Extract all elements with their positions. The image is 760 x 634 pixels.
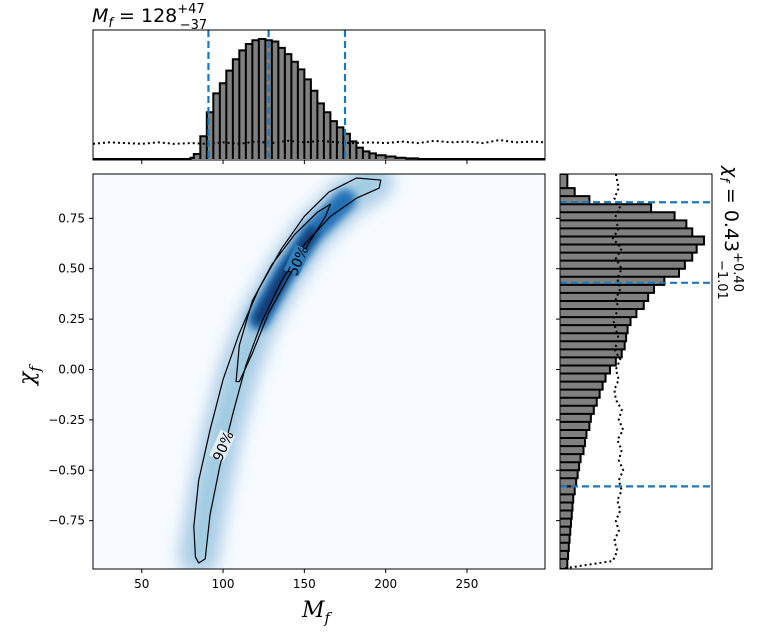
x-axis-label: Mf bbox=[301, 598, 333, 627]
contour-90pct bbox=[193, 177, 382, 564]
joint-panel-frame bbox=[92, 173, 546, 570]
y-tick-label: −0.25 bbox=[48, 413, 85, 427]
contour-label-bg bbox=[209, 429, 236, 462]
y-tick-label: 0.50 bbox=[58, 262, 85, 276]
y-axis-ticks: −0.75 −0.50 −0.25 0.00 0.25 0.50 0.75 bbox=[48, 211, 93, 528]
y-axis-label: χf bbox=[15, 364, 44, 387]
right-panel-frame bbox=[559, 173, 713, 570]
top-panel-title: Mf = 128+47 −37 bbox=[92, 2, 207, 33]
x-tick-label: 100 bbox=[212, 577, 235, 591]
top-histogram-area bbox=[93, 30, 545, 160]
x-tick-label: 250 bbox=[456, 577, 479, 591]
prior-curve bbox=[93, 139, 545, 145]
x-tick-label: 50 bbox=[134, 577, 149, 591]
top-panel-frame bbox=[92, 29, 546, 161]
y-tick-label: 0.75 bbox=[58, 211, 85, 225]
x-tick-label: 200 bbox=[374, 577, 397, 591]
right-marginal-panel: χf = 0.43+0.40−1.01 bbox=[556, 165, 745, 570]
y-tick-label: −0.75 bbox=[48, 514, 85, 528]
right-panel-title: χf = 0.43+0.40−1.01 bbox=[714, 165, 745, 300]
joint-density-panel: 90%50% 50 100 150 200 250 −0.75−0.50−0.250.0… bbox=[15, 173, 546, 627]
posterior-histogram-outline bbox=[93, 38, 545, 160]
contour-label-bg bbox=[283, 244, 310, 277]
y-tick-label: 0.00 bbox=[58, 362, 85, 376]
x-tick-label: 150 bbox=[293, 577, 316, 591]
top-marginal-panel: Mf = 128+47 −37 bbox=[92, 2, 546, 164]
posterior-histogram-fill bbox=[560, 174, 704, 569]
contour-50pct bbox=[235, 203, 331, 383]
posterior-histogram-fill bbox=[93, 39, 545, 159]
right-histogram-area bbox=[560, 174, 712, 569]
y-tick-label: 0.25 bbox=[58, 312, 85, 326]
x-axis-ticks: 50 100 150 200 250 bbox=[134, 569, 478, 591]
y-tick-label: −0.50 bbox=[48, 463, 85, 477]
